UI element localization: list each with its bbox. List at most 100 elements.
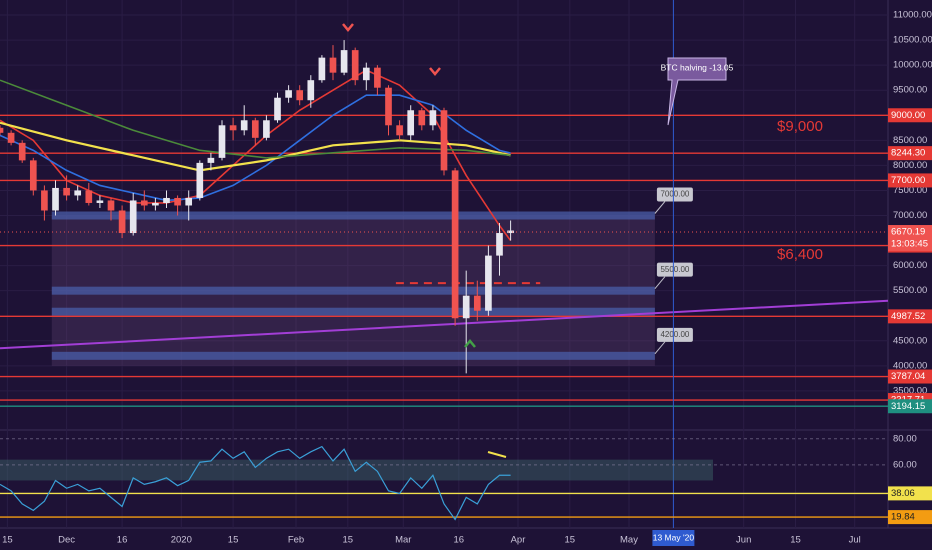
x-tick-label: 15 (790, 535, 801, 546)
price-level-tag (888, 146, 932, 161)
rsi-level-tag (888, 486, 932, 501)
rsi-tick-label: 80.00 (893, 433, 917, 444)
candle-body (329, 57, 337, 73)
candle-body (507, 230, 514, 234)
x-tick-label: Dec (58, 535, 75, 546)
price-level-label: 7700.00 (891, 175, 925, 186)
y-tick-label: 4500.00 (893, 335, 927, 346)
zone-label-box (656, 262, 693, 277)
candle-body (129, 200, 137, 234)
rsi-tick-label: 60.00 (893, 459, 917, 470)
candle-body (485, 255, 492, 311)
x-tick-label: 16 (454, 535, 465, 546)
zone-pointer (654, 201, 666, 214)
zone-band (51, 211, 655, 220)
x-tick-label: Mar (395, 535, 411, 546)
candle-body (18, 142, 26, 161)
candle-body (207, 157, 215, 163)
candle-body (107, 200, 115, 211)
price-level-tag (888, 309, 932, 324)
candle-body (163, 197, 170, 203)
x-tick-label: 15 (2, 535, 13, 546)
candle-body (118, 210, 126, 234)
candle-body (429, 110, 437, 126)
candle-body (496, 233, 503, 256)
x-tick-label: Feb (288, 535, 304, 546)
y-tick-label: 10000.00 (893, 60, 932, 71)
marker (342, 23, 354, 32)
candle-body (41, 190, 48, 211)
price-level-tag (888, 173, 932, 188)
candle-body (351, 50, 359, 81)
zone-label: 4200.00 (660, 330, 689, 339)
y-tick-label: 11000.00 (893, 10, 932, 21)
price-level-tag (888, 108, 932, 123)
candle-body (440, 110, 448, 171)
x-tick-label: Jun (736, 535, 751, 546)
price-level-label: 4987.52 (891, 311, 925, 322)
candle-body (362, 67, 370, 81)
zone-label: 5500.00 (660, 265, 689, 274)
date-marker-label: 13 May '20 (653, 532, 695, 542)
x-tick-label: 2020 (171, 535, 192, 546)
countdown: 13:03:45 (891, 239, 928, 250)
candle-body (451, 170, 459, 319)
zone-band (51, 351, 655, 360)
x-tick-label: 15 (565, 535, 576, 546)
zone-band (51, 286, 655, 295)
candle-body (340, 50, 348, 73)
candle-body (374, 67, 381, 88)
candle-body (229, 125, 237, 131)
candle-body (74, 190, 82, 196)
candle-body (240, 120, 248, 131)
zone-pointer (654, 276, 666, 289)
candle-body (307, 80, 315, 101)
marker (429, 67, 441, 76)
x-tick-label: May (620, 535, 638, 546)
y-tick-label: 3500.00 (893, 385, 927, 396)
candle-body (462, 295, 470, 319)
candle-body (296, 90, 304, 101)
candle-body (218, 125, 226, 158)
rsi-level-label: 19.84 (891, 512, 915, 523)
candle-body (185, 197, 193, 206)
last-price-label: 6670.19 (891, 227, 925, 238)
price-level-label: 9000.00 (891, 110, 925, 121)
zone-label-box (656, 327, 693, 342)
zone-label: 7000.00 (660, 190, 689, 199)
y-tick-label: 8500.00 (893, 135, 927, 146)
candle-body (473, 295, 481, 311)
candle-body (63, 187, 70, 196)
candle-body (396, 125, 403, 136)
x-tick-label: 15 (228, 535, 239, 546)
y-tick-label: 8000.00 (893, 160, 927, 171)
rsi-level-tag (888, 510, 932, 525)
x-tick-label: Apr (511, 535, 526, 546)
date-marker-tag (652, 530, 695, 546)
zone-band (51, 307, 655, 316)
rsi-line (0, 445, 511, 521)
annotation: BTC halving -13.05 (661, 62, 734, 72)
price-level-label: 3194.15 (891, 401, 925, 412)
candle-body (385, 87, 392, 126)
candle-body (96, 200, 104, 203)
candle-body (263, 120, 270, 138)
price-level-tag (888, 399, 932, 414)
price-level-label: 8244.30 (891, 148, 925, 159)
candle-body (251, 120, 259, 138)
y-tick-label: 10500.00 (893, 35, 932, 46)
candle-body (285, 90, 292, 98)
rsi-annotation (487, 451, 507, 458)
candle-body (140, 200, 148, 206)
candle-body (85, 190, 93, 203)
y-tick-label: 6000.00 (893, 260, 927, 271)
y-tick-label: 7500.00 (893, 185, 927, 196)
candle-body (274, 97, 281, 121)
x-tick-label: Jul (849, 535, 861, 546)
zone-label-box (656, 187, 693, 202)
candle-body (29, 160, 37, 191)
y-tick-label: 5500.00 (893, 285, 927, 296)
y-tick-label: 4000.00 (893, 360, 927, 371)
annotation: $6,400 (777, 246, 823, 263)
